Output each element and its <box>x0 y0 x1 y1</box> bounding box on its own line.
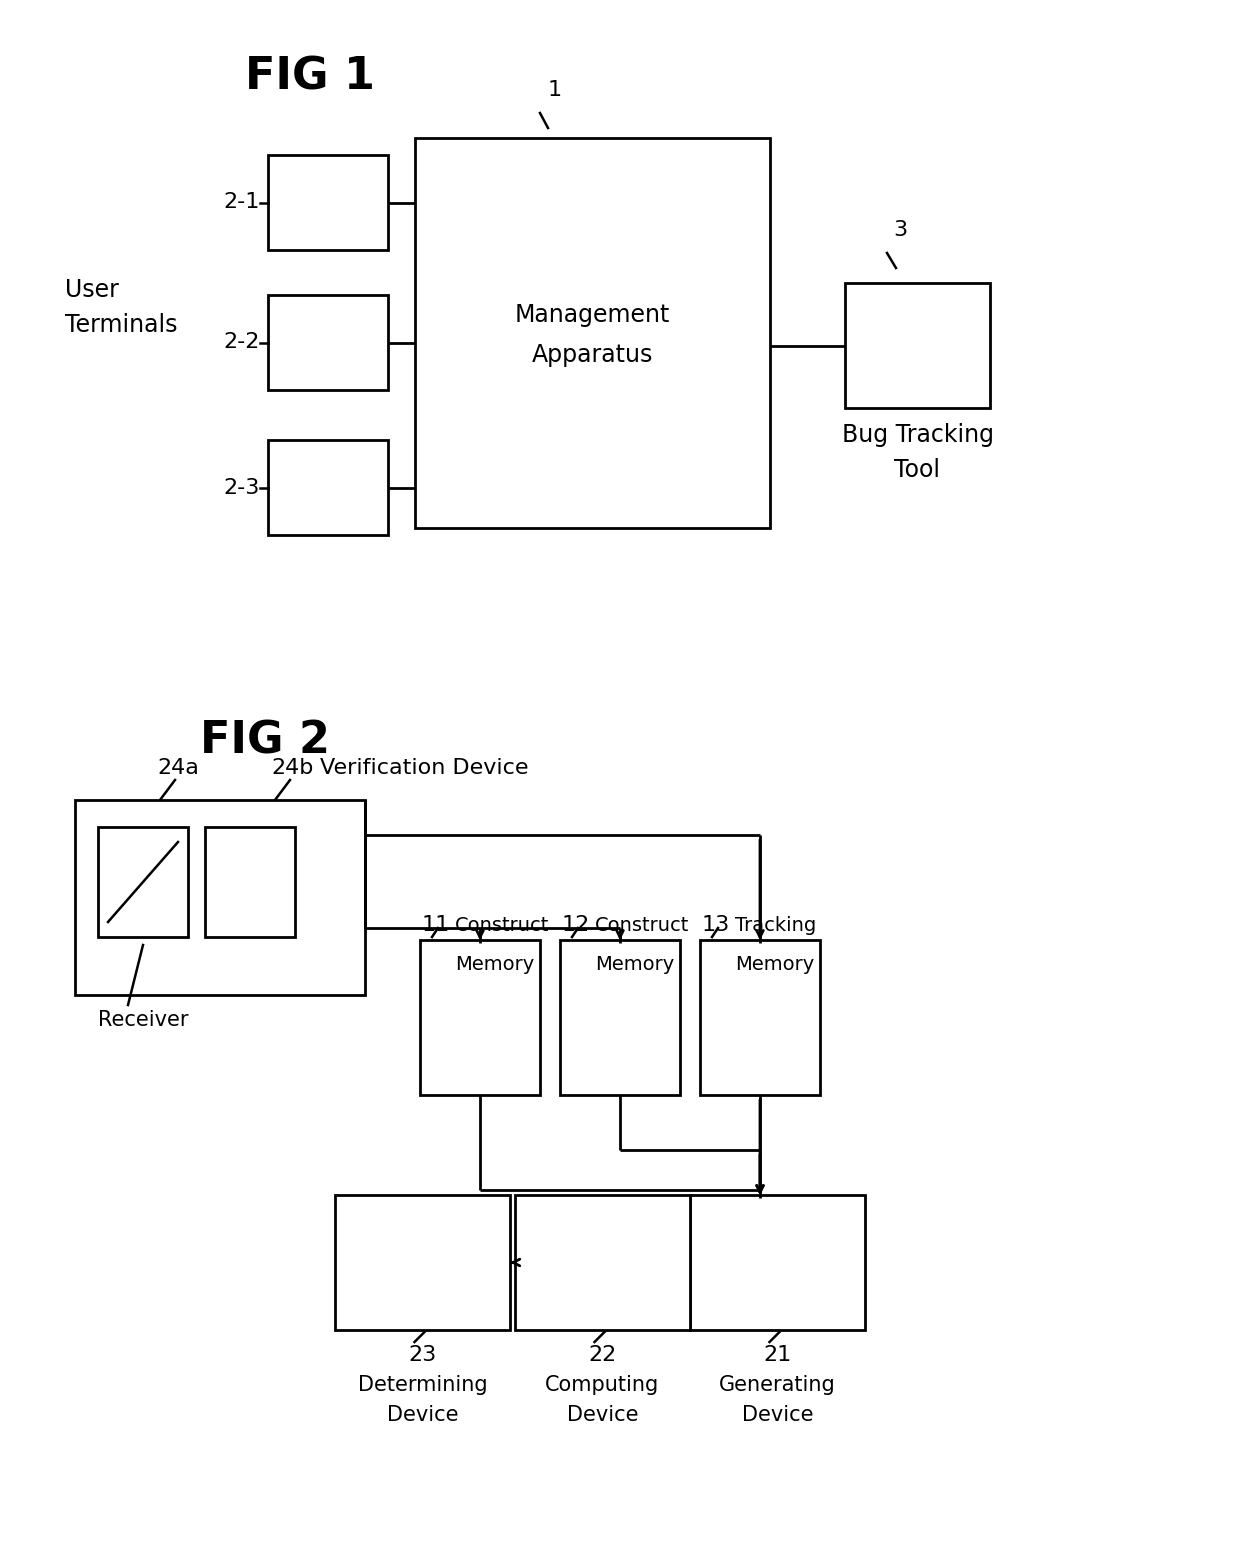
Text: 1: 1 <box>548 79 562 99</box>
Text: 11: 11 <box>422 915 450 936</box>
Text: Device: Device <box>742 1405 813 1425</box>
Text: 2-3: 2-3 <box>223 477 260 497</box>
Bar <box>205 827 295 937</box>
Text: Tool: Tool <box>894 458 940 482</box>
Text: Generating: Generating <box>719 1375 836 1395</box>
Text: 13: 13 <box>702 915 730 936</box>
Text: Device: Device <box>567 1405 639 1425</box>
Text: Tracking: Tracking <box>735 915 816 936</box>
Bar <box>268 295 388 390</box>
Bar <box>74 800 365 995</box>
Text: Memory: Memory <box>735 956 815 974</box>
Text: 24a: 24a <box>157 758 198 779</box>
Text: Memory: Memory <box>455 956 534 974</box>
Bar <box>420 940 539 1096</box>
Bar <box>98 827 188 937</box>
Text: 12: 12 <box>562 915 590 936</box>
Text: Construct: Construct <box>595 915 689 936</box>
Bar <box>844 283 990 409</box>
Text: Terminals: Terminals <box>64 312 177 337</box>
Text: 22: 22 <box>588 1346 616 1364</box>
Text: Device: Device <box>387 1405 459 1425</box>
Text: 23: 23 <box>408 1346 436 1364</box>
Text: Apparatus: Apparatus <box>532 343 653 367</box>
Bar <box>701 940 820 1096</box>
Bar <box>335 1195 510 1330</box>
Text: 21: 21 <box>764 1346 791 1364</box>
Bar <box>515 1195 689 1330</box>
Text: Memory: Memory <box>595 956 675 974</box>
Text: Determining: Determining <box>357 1375 487 1395</box>
Bar <box>268 440 388 535</box>
Text: FIG 2: FIG 2 <box>200 720 330 763</box>
Text: 24b: 24b <box>272 758 314 779</box>
Text: 3: 3 <box>893 221 908 239</box>
Bar <box>560 940 680 1096</box>
Bar <box>689 1195 866 1330</box>
Bar <box>415 138 770 528</box>
Text: 2-1: 2-1 <box>223 193 260 213</box>
Text: Management: Management <box>515 303 670 326</box>
Text: FIG 1: FIG 1 <box>246 54 374 98</box>
Text: Verification Device: Verification Device <box>320 758 528 779</box>
Text: User: User <box>64 278 119 301</box>
Text: Receiver: Receiver <box>98 1010 188 1030</box>
Text: 2-2: 2-2 <box>223 333 260 353</box>
Text: Computing: Computing <box>546 1375 660 1395</box>
Text: Construct: Construct <box>455 915 549 936</box>
Text: Bug Tracking: Bug Tracking <box>842 423 993 448</box>
Bar <box>268 155 388 250</box>
